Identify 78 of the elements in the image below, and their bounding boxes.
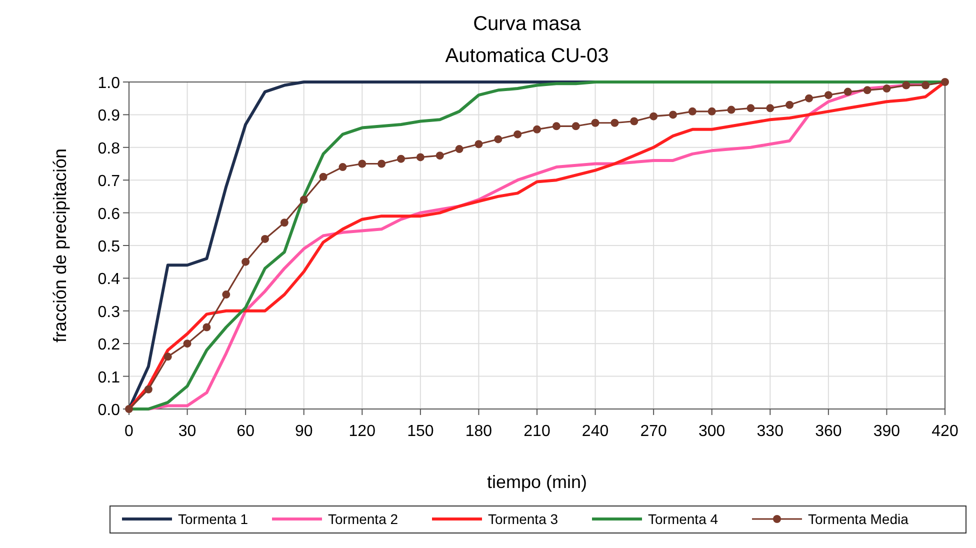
y-tick-label: 0.8 [98, 140, 120, 158]
point [669, 110, 677, 119]
x-tick-label: 0 [124, 423, 134, 440]
point [824, 91, 832, 100]
x-axis-title: tiempo (min) [486, 472, 588, 492]
x-tick-label: 420 [932, 423, 958, 440]
point [494, 135, 502, 144]
x-tick-label: 210 [524, 423, 550, 440]
point [183, 340, 192, 348]
legend-label: Tormenta Media [808, 511, 909, 527]
point [922, 81, 930, 90]
point [280, 218, 288, 227]
point [688, 107, 696, 116]
y-tick-label: 0.0 [98, 402, 120, 419]
x-tick-label: 360 [815, 423, 842, 440]
point [358, 160, 366, 168]
x-tick-label: 300 [698, 423, 726, 440]
y-tick-label: 0.1 [98, 369, 120, 386]
point [941, 78, 949, 86]
y-tick-label: 0.7 [98, 173, 120, 190]
point [125, 405, 133, 413]
x-tick-label: 60 [236, 423, 255, 440]
point [474, 140, 483, 148]
y-tick-label: 0.9 [98, 108, 120, 125]
point [416, 153, 424, 162]
point [144, 385, 152, 394]
chart-title: Curva masa [473, 13, 582, 35]
y-tick-label: 0.5 [98, 238, 120, 256]
y-tick-label: 0.3 [98, 304, 120, 321]
point [650, 112, 658, 120]
point [844, 88, 852, 96]
point [261, 234, 269, 243]
legend-label: Tormenta 3 [488, 511, 558, 527]
point [378, 160, 386, 168]
point [805, 94, 813, 102]
point [572, 122, 580, 130]
point [727, 106, 736, 114]
point [164, 352, 172, 361]
legend-label: Tormenta 4 [648, 511, 718, 527]
y-tick-label: 0.2 [98, 336, 120, 354]
point [882, 84, 891, 93]
y-axis-title: fracción de precipitación [50, 148, 70, 343]
point [766, 104, 774, 112]
x-tick-label: 330 [756, 423, 784, 440]
point [610, 118, 619, 127]
point [397, 154, 405, 163]
point [338, 163, 347, 172]
point [863, 86, 872, 94]
legend-label: Tormenta 2 [328, 511, 398, 527]
point [455, 145, 464, 154]
y-tick-label: 0.6 [98, 206, 120, 223]
x-tick-label: 240 [582, 423, 609, 440]
chart-subtitle: Automatica CU-03 [445, 45, 609, 67]
y-tick-label: 1.0 [98, 75, 120, 92]
point [319, 172, 328, 181]
point [591, 118, 600, 127]
point [708, 107, 716, 116]
point [786, 100, 794, 109]
x-tick-label: 180 [465, 423, 492, 440]
point [436, 152, 444, 160]
point [202, 323, 211, 332]
x-tick-label: 30 [178, 423, 196, 440]
point [514, 130, 522, 138]
point [630, 117, 638, 126]
x-tick-label: 270 [640, 423, 668, 440]
x-tick-label: 90 [294, 423, 313, 440]
point [300, 196, 308, 204]
point [533, 125, 541, 134]
point [222, 290, 230, 299]
x-tick-label: 120 [348, 423, 376, 440]
point [242, 258, 250, 266]
legend-label: Tormenta 1 [178, 511, 248, 527]
point [552, 122, 560, 130]
x-tick-label: 390 [873, 423, 900, 440]
y-tick-label: 0.4 [98, 271, 120, 288]
point [746, 104, 755, 112]
point [902, 81, 910, 90]
x-tick-label: 150 [407, 423, 434, 440]
